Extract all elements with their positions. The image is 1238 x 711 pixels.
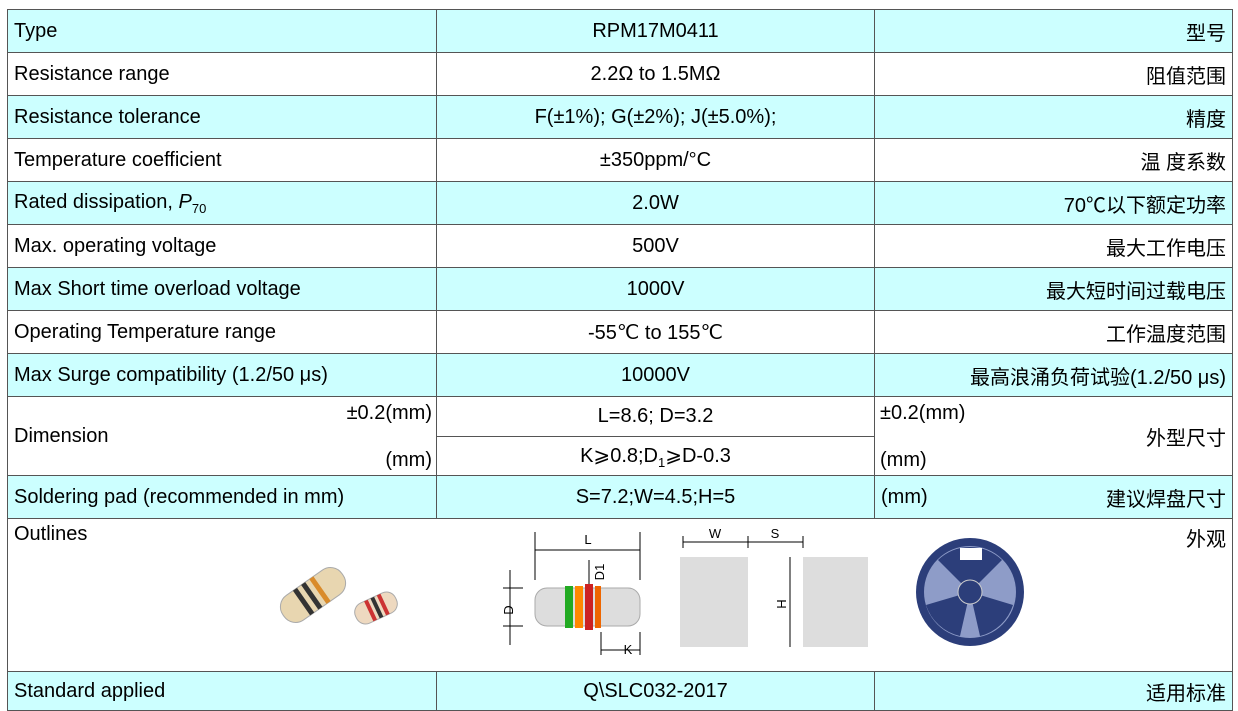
value-cell: Q\SLC032-2017 bbox=[437, 672, 875, 711]
cn-cell: 工作温度范围 bbox=[875, 311, 1233, 354]
label-cell: Type bbox=[8, 10, 437, 53]
cn-label: 最大工作电压 bbox=[1106, 232, 1226, 261]
value: 500V bbox=[632, 235, 679, 258]
cn-cell: 最大工作电压 bbox=[875, 225, 1233, 268]
label-cell: Resistance range bbox=[8, 53, 437, 96]
diagram-label: K bbox=[624, 642, 633, 657]
diagram-label: S bbox=[771, 526, 780, 541]
label: Max Short time overload voltage bbox=[14, 278, 301, 301]
label-cell: Max. operating voltage bbox=[8, 225, 437, 268]
value: Q\SLC032-2017 bbox=[583, 680, 728, 703]
cn-label: 最高浪涌负荷试验(1.2/50 μs) bbox=[970, 361, 1226, 390]
unit: (mm) bbox=[385, 449, 432, 472]
label-cell: Max Surge compatibility (1.2/50 μs) bbox=[8, 354, 437, 397]
value: ±350ppm/°C bbox=[600, 149, 711, 172]
label: Type bbox=[14, 20, 57, 43]
value: -55℃ to 155℃ bbox=[588, 320, 723, 345]
label-cell: Rated dissipation, P70 bbox=[8, 182, 437, 225]
cn-cell: 70℃以下额定功率 bbox=[875, 182, 1233, 225]
label: Resistance range bbox=[14, 63, 170, 86]
cn-label: 适用标准 bbox=[1146, 677, 1226, 706]
label-cell: Standard applied bbox=[8, 672, 437, 711]
label: Operating Temperature range bbox=[14, 321, 276, 344]
cn-label: 70℃以下额定功率 bbox=[1064, 189, 1226, 218]
cn-label: 工作温度范围 bbox=[1106, 318, 1226, 347]
diagram-label: L bbox=[584, 532, 591, 547]
cn-cell: 阻值范围 bbox=[875, 53, 1233, 96]
value: 2.0W bbox=[632, 192, 679, 215]
unit: (mm) bbox=[880, 449, 927, 472]
value-cell: S=7.2;W=4.5;H=5 bbox=[437, 476, 875, 519]
value-cell: 1000V bbox=[437, 268, 875, 311]
cn-label: 精度 bbox=[1186, 103, 1226, 132]
value-cell: 2.0W bbox=[437, 182, 875, 225]
value: L=8.6; D=3.2 bbox=[598, 405, 714, 428]
text: K⩾0.8;D bbox=[580, 445, 658, 467]
value: S=7.2;W=4.5;H=5 bbox=[576, 486, 736, 509]
subscript: 70 bbox=[192, 201, 206, 216]
text: Rated dissipation, bbox=[14, 191, 179, 213]
label-cell: Resistance tolerance bbox=[8, 96, 437, 139]
text: ⩾D-0.3 bbox=[665, 445, 731, 467]
symbol: P bbox=[179, 191, 192, 213]
value: RPM17M0411 bbox=[592, 20, 718, 43]
value-cell: -55℃ to 155℃ bbox=[437, 311, 875, 354]
diagram-label: W bbox=[709, 526, 722, 541]
label: Rated dissipation, P70 bbox=[14, 191, 206, 216]
resistor-photo bbox=[275, 562, 351, 628]
label-cell: Soldering pad (recommended in mm) bbox=[8, 476, 437, 519]
value: 10000V bbox=[621, 364, 690, 387]
value: F(±1%); G(±2%); J(±5.0%); bbox=[535, 106, 777, 129]
label: Temperature coefficient bbox=[14, 149, 222, 172]
diagram-label: D bbox=[501, 605, 516, 614]
reel-photo bbox=[916, 538, 1024, 646]
value-cell: 2.2Ω to 1.5MΩ bbox=[437, 53, 875, 96]
value: 2.2Ω to 1.5MΩ bbox=[591, 63, 721, 86]
value: 1000V bbox=[627, 278, 685, 301]
dimension-diagram bbox=[503, 532, 868, 655]
cn-cell: 型号 bbox=[875, 10, 1233, 53]
cn-label: 外型尺寸 bbox=[1146, 422, 1226, 451]
diagram-label: H bbox=[774, 599, 789, 608]
diagram-label: D1 bbox=[592, 564, 607, 581]
cn-cell: 最大短时间过载电压 bbox=[875, 268, 1233, 311]
value-cell: L=8.6; D=3.2 bbox=[437, 397, 875, 437]
cn-label: 型号 bbox=[1186, 17, 1226, 46]
unit: ±0.2(mm) bbox=[880, 402, 965, 425]
label: Standard applied bbox=[14, 680, 165, 703]
cn-label: 温 度系数 bbox=[1140, 146, 1226, 175]
value-cell: K⩾0.8;D1⩾D-0.3 bbox=[437, 437, 875, 476]
value-cell: 500V bbox=[437, 225, 875, 268]
cn-label: 最大短时间过载电压 bbox=[1046, 275, 1226, 304]
label-cell: Temperature coefficient bbox=[8, 139, 437, 182]
label: Resistance tolerance bbox=[14, 106, 201, 129]
unit: (mm) bbox=[881, 486, 928, 509]
cn-label: 建议焊盘尺寸 bbox=[1106, 483, 1226, 512]
outline-drawings: L D1 D K W S H bbox=[8, 520, 1228, 670]
cn-cell: 最高浪涌负荷试验(1.2/50 μs) bbox=[875, 354, 1233, 397]
unit: ±0.2(mm) bbox=[347, 402, 432, 425]
spec-table: Dimension ±0.2(mm) (mm) L=8.6; D=3.2 K⩾0… bbox=[0, 0, 1238, 711]
cn-cell: 精度 bbox=[875, 96, 1233, 139]
value-cell: RPM17M0411 bbox=[437, 10, 875, 53]
value-cell: F(±1%); G(±2%); J(±5.0%); bbox=[437, 96, 875, 139]
label-cell: Operating Temperature range bbox=[8, 311, 437, 354]
cn-cell: (mm) 建议焊盘尺寸 bbox=[875, 476, 1233, 519]
label-cell: Max Short time overload voltage bbox=[8, 268, 437, 311]
cn-label: 阻值范围 bbox=[1146, 60, 1226, 89]
label: Soldering pad (recommended in mm) bbox=[14, 486, 344, 509]
label: Max Surge compatibility (1.2/50 μs) bbox=[14, 364, 328, 387]
value-cell: ±350ppm/°C bbox=[437, 139, 875, 182]
cn-cell: 适用标准 bbox=[875, 672, 1233, 711]
cn-cell: 温 度系数 bbox=[875, 139, 1233, 182]
value: K⩾0.8;D1⩾D-0.3 bbox=[580, 443, 731, 470]
value-cell: 10000V bbox=[437, 354, 875, 397]
label: Dimension bbox=[14, 425, 108, 448]
label: Max. operating voltage bbox=[14, 235, 216, 258]
resistor-photo bbox=[351, 589, 400, 628]
